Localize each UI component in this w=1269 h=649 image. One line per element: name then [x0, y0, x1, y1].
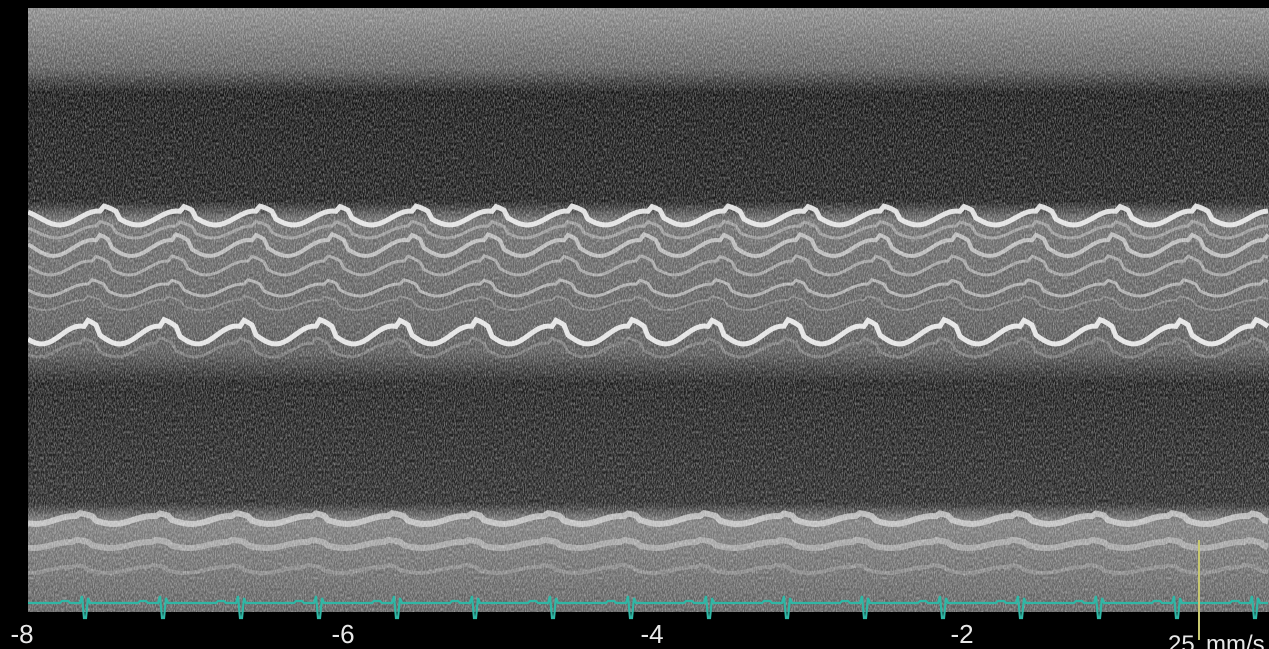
- speckle: [28, 8, 1269, 612]
- time-tick-label: -6: [331, 619, 354, 649]
- echo-image: [28, 8, 1269, 612]
- page: -8 -6 -4 -2 25 mm/s (() => { const data …: [0, 0, 1269, 649]
- time-tick-label: -4: [640, 619, 663, 649]
- time-tick-label: -8: [10, 619, 33, 649]
- time-tick-label: -2: [950, 619, 973, 649]
- m-mode-screen: -8 -6 -4 -2 25 mm/s: [0, 0, 1269, 649]
- sweep-speed-unit: mm/s: [1206, 631, 1265, 649]
- sweep-speed-value: 25: [1168, 631, 1195, 649]
